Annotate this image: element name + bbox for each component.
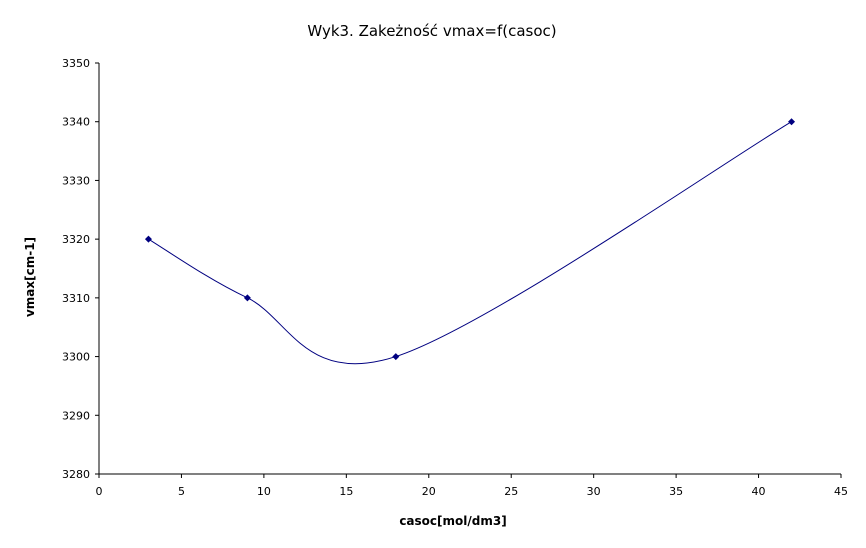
chart-title: Wyk3. Zakeżność vmax=f(casoc) [307,22,556,40]
x-tick-label: 5 [178,485,185,498]
y-ticks: 3280 3290 3300 3310 3320 3330 3340 3350 [62,57,99,481]
y-tick-label: 3310 [62,292,90,305]
series-points [144,118,796,361]
x-tick-label: 40 [752,485,766,498]
data-point-marker [788,118,796,126]
x-tick-label: 20 [422,485,436,498]
data-point-marker [144,235,152,243]
x-tick-label: 45 [834,485,848,498]
x-axis-label: casoc[mol/dm3] [399,514,506,528]
x-tick-label: 0 [96,485,103,498]
data-point-marker [392,353,400,361]
y-tick-label: 3290 [62,409,90,422]
y-tick-label: 3300 [62,351,90,364]
y-tick-label: 3330 [62,174,90,187]
y-axis-label: vmax[cm-1] [23,237,37,317]
y-tick-label: 3320 [62,233,90,246]
y-tick-label: 3340 [62,116,90,129]
x-tick-label: 30 [587,485,601,498]
y-tick-label: 3280 [62,468,90,481]
x-tick-label: 35 [669,485,683,498]
x-ticks: 0 5 10 15 20 25 30 35 40 45 [96,474,848,498]
x-tick-label: 25 [504,485,518,498]
x-tick-label: 15 [339,485,353,498]
data-point-marker [243,294,251,302]
y-tick-label: 3350 [62,57,90,70]
x-tick-label: 10 [257,485,271,498]
series-line [148,121,792,365]
